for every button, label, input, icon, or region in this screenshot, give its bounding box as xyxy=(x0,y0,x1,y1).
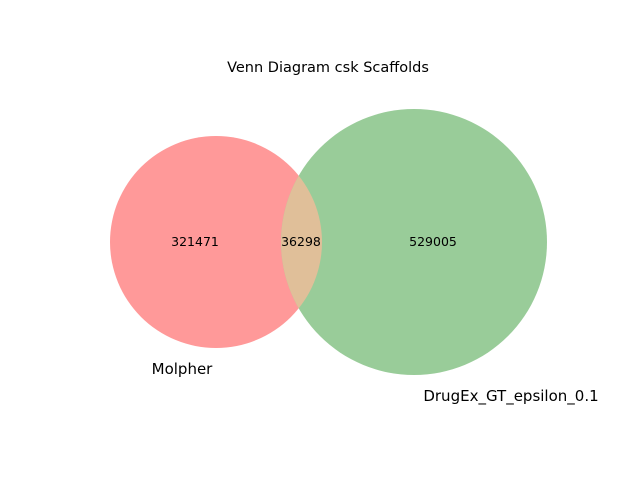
molpher-label: Molpher xyxy=(152,360,214,378)
chart-title: Venn Diagram csk Scaffolds xyxy=(227,60,429,76)
molpher-circle xyxy=(110,136,322,348)
drugex-only-count: 529005 xyxy=(409,234,457,249)
drugex-circle xyxy=(281,109,547,375)
intersection-count: 36298 xyxy=(281,234,321,249)
molpher-only-count: 321471 xyxy=(171,234,219,249)
drugex-label: DrugEx_GT_epsilon_0.1 xyxy=(423,387,598,406)
